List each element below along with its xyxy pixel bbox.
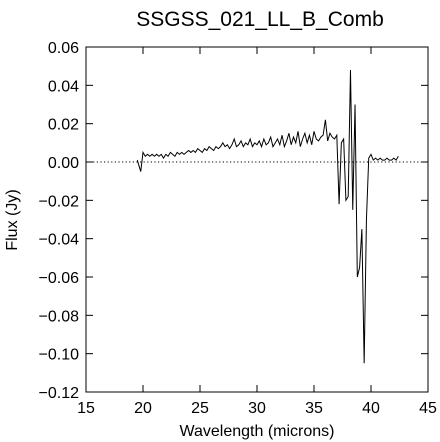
x-tick-label: 35 — [305, 400, 323, 417]
x-tick-label: 45 — [419, 400, 437, 417]
chart-title: SSGSS_021_LL_B_Comb — [136, 8, 384, 31]
y-tick-label: −0.02 — [39, 193, 80, 210]
x-tick-label: 30 — [248, 400, 266, 417]
y-tick-label: 0.00 — [48, 155, 79, 172]
x-tick-label: 20 — [134, 400, 152, 417]
y-tick-label: −0.08 — [39, 308, 80, 325]
y-tick-label: −0.06 — [39, 270, 80, 287]
series-line-0 — [136, 69, 399, 364]
y-tick-label: −0.04 — [39, 232, 80, 249]
y-tick-label: 0.06 — [48, 40, 79, 57]
y-axis-label: Flux (Jy) — [4, 189, 21, 250]
x-tick-label: 15 — [77, 400, 95, 417]
y-tick-label: −0.10 — [39, 347, 80, 364]
x-tick-label: 40 — [362, 400, 380, 417]
y-tick-label: 0.02 — [48, 117, 79, 134]
series-layer — [136, 69, 399, 364]
y-axis-ticks: −0.12 −0.10 −0.08 −0.06 −0.04 −0.02 0.00 0.02 0.… — [39, 40, 428, 402]
x-tick-label: 25 — [191, 400, 209, 417]
x-axis-ticks: 15 20 25 30 35 40 45 — [77, 47, 437, 417]
y-tick-label: 0.04 — [48, 78, 79, 95]
y-tick-label: −0.12 — [39, 385, 80, 402]
plot-frame — [85, 46, 429, 393]
x-axis-label: Wavelength (microns) — [179, 423, 334, 440]
